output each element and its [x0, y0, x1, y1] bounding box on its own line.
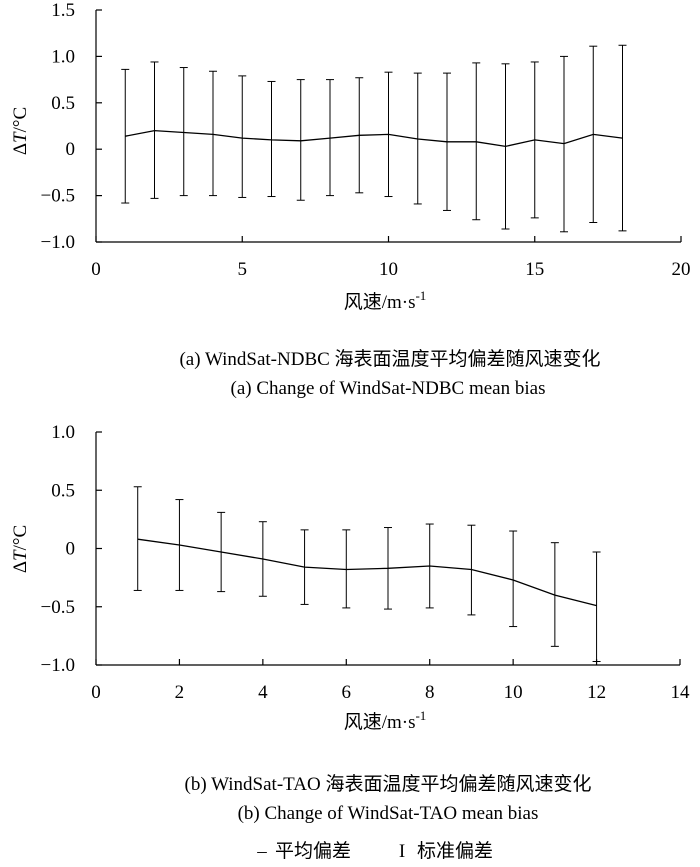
y-tick-label-a: 0.5: [51, 93, 75, 114]
caption-cn-b: (b) WindSat-TAO 海表面温度平均偏差随风速变化: [185, 773, 592, 795]
caption-en-b: (b) Change of WindSat-TAO mean bias: [238, 803, 539, 824]
mean-bias-line-a: [125, 129, 623, 148]
y-tick-label-a: −1.0: [41, 232, 75, 253]
x-tick-label-a: 5: [238, 259, 248, 280]
x-axis-title-b: 风速/m·s-1: [344, 708, 427, 733]
ticks-b: −1.0 −0.5 0 0.5 1.0 0 2 4 6 8 10 12 14: [41, 422, 690, 703]
mean-bias-line-b: [137, 538, 597, 607]
x-tick-label-b: 8: [425, 682, 435, 703]
y-tick-label-a: 1.0: [51, 46, 75, 67]
y-tick-label-a: 0: [66, 139, 76, 160]
x-tick-label-a: 0: [91, 259, 101, 280]
legend-mean-symbol: –: [256, 841, 267, 862]
x-tick-label-a: 10: [379, 259, 398, 280]
caption-cn-a: (a) WindSat-NDBC 海表面温度平均偏差随风速变化: [179, 348, 600, 370]
x-tick-label-a: 15: [525, 259, 544, 280]
y-tick-label-b: 0.5: [51, 480, 75, 501]
caption-en-a: (a) Change of WindSat-NDBC mean bias: [231, 378, 546, 399]
x-tick-label-a: 20: [672, 259, 691, 280]
y-tick-label-b: 0: [66, 539, 76, 560]
y-tick-label-b: −1.0: [41, 655, 75, 676]
x-tick-label-b: 4: [258, 682, 268, 703]
y-axis-title-b: ΔT/°C: [10, 525, 31, 573]
y-tick-label-b: −0.5: [41, 597, 75, 618]
y-axis-title-a: ΔT/°C: [10, 107, 31, 155]
chart-panel-a: −1.0 −0.5 0 0.5 1.0 1.5 0 5 10 15 20 风速/m·s-1 ΔT/°…: [10, 0, 691, 399]
chart-panel-b: −1.0 −0.5 0 0.5 1.0 0 2 4 6 8 10 12 14 风速/m·s-1 ΔT/°…: [10, 422, 690, 824]
legend: – 平均偏差 I 标准偏差: [256, 840, 493, 862]
x-tick-label-b: 0: [91, 682, 101, 703]
x-tick-label-b: 10: [504, 682, 523, 703]
x-tick-label-b: 12: [587, 682, 606, 703]
ticks-a: −1.0 −0.5 0 0.5 1.0 1.5 0 5 10 15 20: [41, 0, 691, 280]
y-tick-label-b: 1.0: [51, 422, 75, 443]
error-bars-b: [133, 486, 601, 663]
error-bars-a: [121, 44, 627, 233]
x-tick-label-b: 14: [671, 682, 691, 703]
y-tick-label-a: 1.5: [51, 0, 75, 21]
y-tick-label-a: −0.5: [41, 186, 75, 207]
legend-std-label: 标准偏差: [417, 840, 493, 862]
legend-std-symbol: I: [399, 841, 405, 862]
x-axis-title-a: 风速/m·s-1: [344, 288, 427, 313]
legend-mean-label: 平均偏差: [275, 840, 351, 862]
x-tick-label-b: 6: [342, 682, 352, 703]
x-tick-label-b: 2: [175, 682, 185, 703]
